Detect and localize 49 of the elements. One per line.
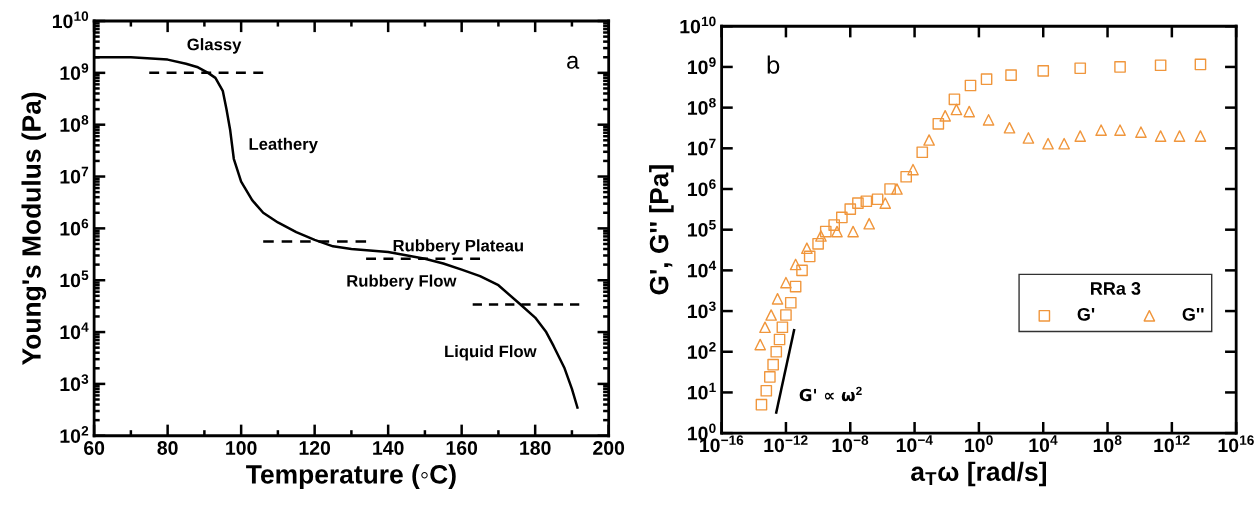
y-tick-label: 10$^{7}$ bbox=[688, 138, 716, 156]
legend-label: G'' bbox=[1182, 307, 1204, 321]
annotation: a bbox=[567, 55, 580, 69]
y-tick-label: 10$^{8}$ bbox=[60, 115, 89, 132]
x-axis-title: a$_{T}$ω [rad/s] bbox=[911, 461, 1046, 487]
x-tick-label: 10$^{−4}$ bbox=[896, 435, 933, 453]
x-axis-title: Temperature (◦C) bbox=[246, 464, 456, 489]
y-tick-label: 10$^{10}$ bbox=[52, 11, 89, 29]
annotation: Liquid Flow bbox=[445, 345, 537, 361]
y-tick-label: 10$^{6}$ bbox=[688, 179, 716, 197]
x-tick-label: 10$^{0}$ bbox=[965, 435, 993, 453]
y-tick-label: 10$^{5}$ bbox=[60, 270, 89, 288]
y-tick-label: 10$^{3}$ bbox=[688, 301, 716, 319]
x-tick-label: 10$^{−12}$ bbox=[764, 435, 808, 453]
x-tick-label: 140 bbox=[373, 441, 404, 455]
x-tick-label: 180 bbox=[520, 441, 551, 455]
legend-label: G' bbox=[1077, 307, 1095, 321]
y-tick-label: 10$^{7}$ bbox=[60, 166, 89, 184]
annotation: Rubbery Plateau bbox=[393, 239, 523, 255]
annotation: b bbox=[767, 55, 780, 74]
x-tick-label: 80 bbox=[157, 441, 178, 455]
annotation: Leathery bbox=[249, 137, 318, 154]
annotation: Glassy bbox=[187, 38, 242, 54]
x-tick-label: 100 bbox=[226, 441, 257, 455]
y-tick-label: 10$^{8}$ bbox=[688, 97, 716, 115]
y-tick-label: 10$^{3}$ bbox=[60, 374, 89, 392]
x-tick-label: 200 bbox=[593, 441, 625, 455]
y-tick-label: 10$^{9}$ bbox=[688, 57, 716, 75]
legend-title: RRa 3 bbox=[1091, 282, 1141, 295]
y-tick-label: 10$^{1}$ bbox=[688, 382, 716, 400]
y-axis-title: G', G'' [Pa] bbox=[649, 165, 674, 295]
x-tick-label: 10$^{8}$ bbox=[1093, 435, 1122, 453]
y-tick-label: 10$^{10}$ bbox=[680, 16, 716, 34]
x-tick-label: 120 bbox=[299, 441, 331, 455]
annotation: G' ∝ ω$^{2}$ bbox=[799, 386, 862, 402]
y-tick-label: 10$^{5}$ bbox=[688, 220, 716, 237]
y-tick-label: 10$^{9}$ bbox=[60, 63, 89, 81]
y-axis-title: Young's Modulus (Pa) bbox=[21, 92, 47, 365]
x-tick-label: 10$^{16}$ bbox=[1218, 435, 1254, 453]
annotation: Rubbery Flow bbox=[347, 274, 457, 291]
x-tick-label: 10$^{−8}$ bbox=[832, 435, 869, 453]
y-tick-label: 10$^{6}$ bbox=[60, 218, 89, 236]
x-tick-label: 10$^{12}$ bbox=[1154, 435, 1190, 453]
y-tick-label: 10$^{2}$ bbox=[688, 342, 716, 359]
x-tick-label: 60 bbox=[84, 441, 105, 455]
x-tick-label: 10$^{4}$ bbox=[1029, 435, 1058, 453]
x-tick-label: 160 bbox=[446, 441, 478, 455]
y-tick-label: 10$^{4}$ bbox=[688, 260, 717, 278]
y-tick-label: 10$^{4}$ bbox=[60, 322, 89, 340]
